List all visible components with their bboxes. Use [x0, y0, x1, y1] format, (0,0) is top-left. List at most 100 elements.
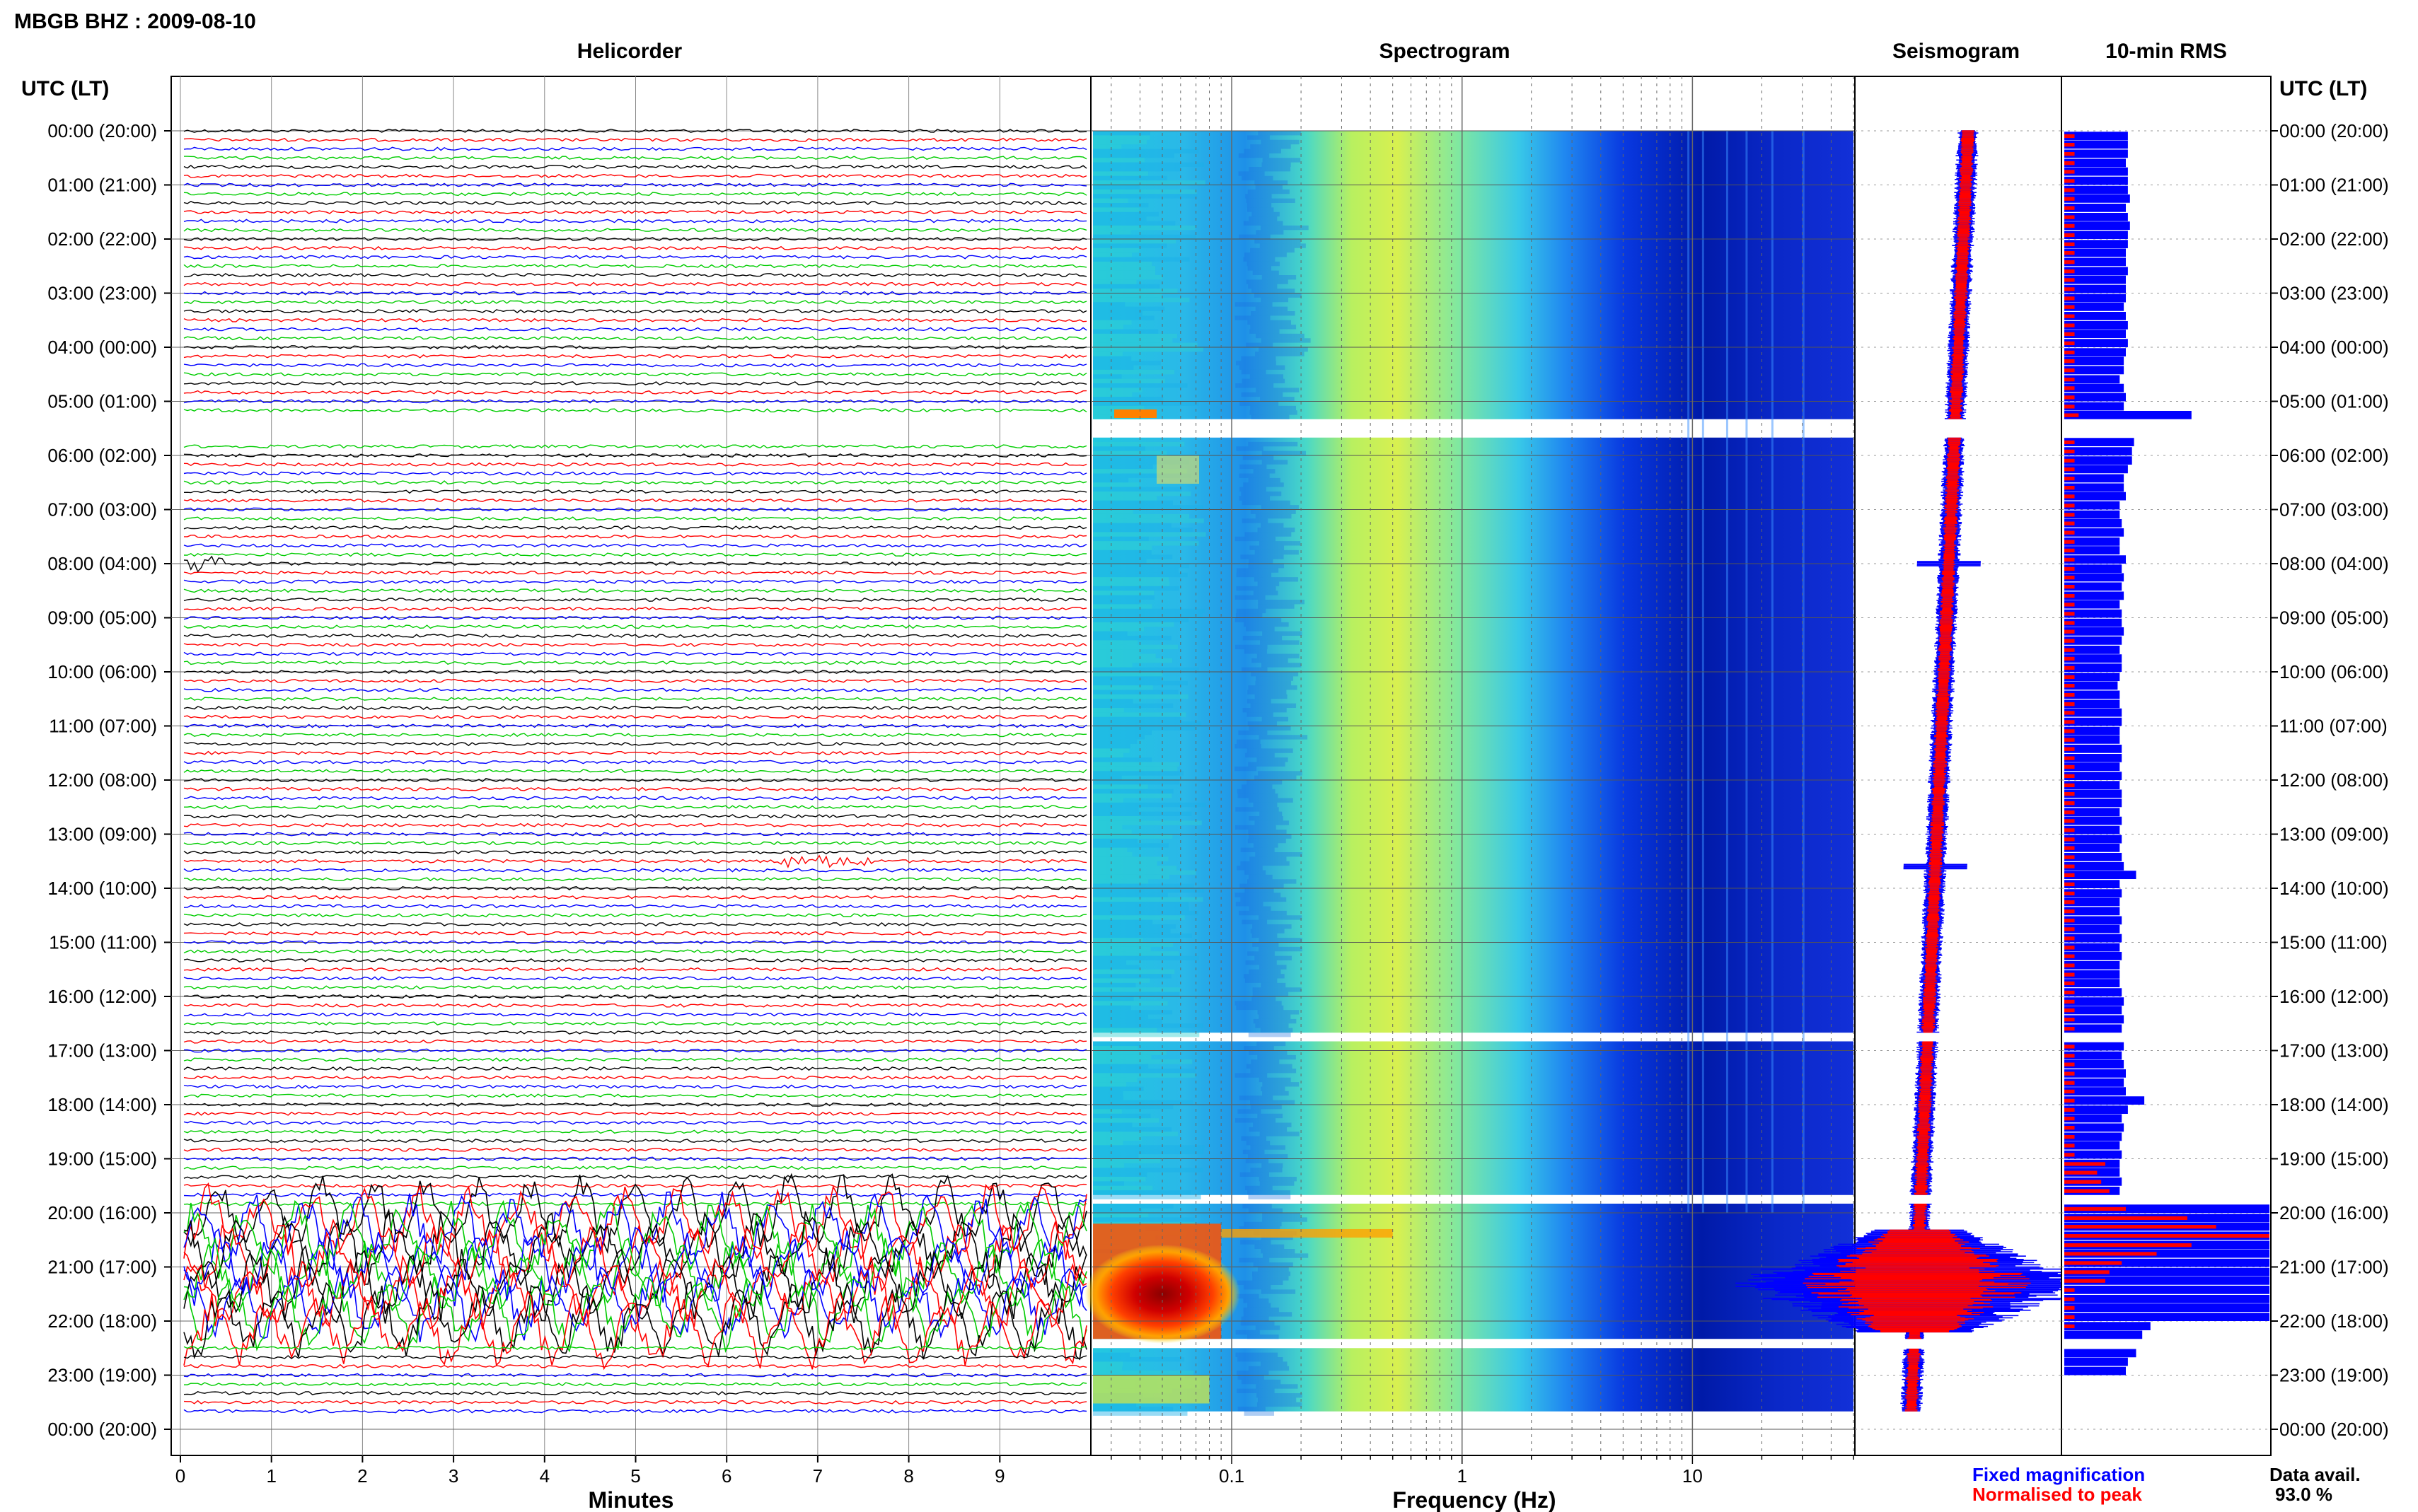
spectrogram-row	[1240, 1321, 1275, 1326]
spectrogram-row	[1093, 581, 1170, 586]
spectrogram-row	[1261, 338, 1311, 343]
helicorder-trace	[183, 543, 1087, 548]
helicorder-trace	[183, 985, 1087, 990]
rms-bar-fixed	[2064, 816, 2122, 825]
rms-bar-normalised	[2064, 440, 2075, 445]
spectrogram-row	[1240, 861, 1290, 866]
legend-fixed-magnification: Fixed magnification	[1972, 1464, 2145, 1485]
helicorder-trace	[183, 706, 1087, 711]
spectrogram-row	[1249, 545, 1285, 550]
spectrogram-row	[1246, 699, 1271, 704]
spectrogram-row	[1246, 279, 1288, 284]
spectrogram-row	[1254, 239, 1301, 244]
rms-bar-fixed	[2064, 979, 2120, 987]
spectrogram-row	[1254, 820, 1289, 825]
spectrogram-row	[1246, 207, 1274, 212]
spectrogram-row	[1093, 175, 1167, 181]
spectrogram-row	[1093, 131, 1150, 136]
rms-bar-fixed	[2064, 1087, 2126, 1095]
spectrogram-row	[1254, 577, 1299, 582]
spectrogram-row	[1246, 780, 1283, 785]
spectrogram-row	[1093, 924, 1176, 929]
spectrogram-row	[1093, 1018, 1162, 1024]
spectrogram-row	[1259, 1077, 1291, 1083]
rms-bar-fixed	[2064, 293, 2126, 303]
spectrogram-row	[1242, 518, 1268, 523]
spectrogram-row	[1235, 361, 1276, 366]
spectrogram-row	[1093, 1069, 1196, 1074]
spectrogram-row	[1093, 167, 1181, 172]
spectrogram-row	[1093, 149, 1199, 153]
helicorder-trace	[183, 1057, 1087, 1062]
spectrogram-row	[1250, 1069, 1297, 1074]
spectrogram-row	[1237, 1375, 1264, 1380]
time-tick-label: 21:00 (17:00)	[2279, 1257, 2389, 1278]
spectrogram-row	[1093, 518, 1204, 523]
spectrogram-row	[1253, 469, 1275, 474]
rms-bar-normalised	[2064, 594, 2075, 598]
spectrogram-row	[1248, 685, 1297, 690]
helicorder-trace	[183, 796, 1087, 801]
spectrogram-row	[1247, 1303, 1271, 1308]
helicorder-trace	[183, 949, 1087, 954]
helicorder-trace	[183, 669, 1087, 675]
helicorder-trace	[183, 714, 1087, 719]
rms-bar-normalised	[2064, 242, 2075, 247]
spectrogram-row	[1260, 225, 1309, 231]
spectrogram-row	[1093, 320, 1132, 325]
rms-bar-fixed	[2064, 673, 2120, 682]
rms-bar-fixed	[2064, 1258, 2269, 1267]
spectrogram-row	[1093, 189, 1197, 194]
helicorder-trace	[183, 1173, 1087, 1255]
rms-bar-fixed	[2064, 366, 2124, 375]
spectrogram-row	[1242, 919, 1268, 924]
spectrogram-row	[1093, 392, 1133, 397]
helicorder-trace	[183, 1156, 1087, 1161]
spectrogram-row	[1244, 649, 1267, 654]
rms-bar-fixed	[2064, 871, 2136, 879]
helicorder-trace	[183, 1210, 1087, 1290]
helicorder-trace	[183, 868, 1087, 873]
spectrogram-row	[1257, 1054, 1296, 1060]
spectrogram-row	[1259, 915, 1302, 920]
spectrogram-row	[1093, 545, 1152, 550]
minute-tick-label: 5	[630, 1465, 640, 1487]
rms-bar-normalised	[2064, 1045, 2075, 1049]
helicorder-trace	[183, 164, 1087, 169]
spectrogram-row	[1253, 1018, 1297, 1024]
rms-bar-fixed	[2064, 1204, 2269, 1213]
station-title: MBGB BHZ : 2009-08-10	[14, 10, 256, 33]
spectrogram-row	[1093, 1172, 1147, 1177]
rms-bar-normalised	[2064, 350, 2075, 355]
helicorder-trace	[183, 1111, 1087, 1116]
spectrogram-row	[1246, 1334, 1279, 1339]
spectrogram-row	[1246, 879, 1297, 884]
spectrogram-row	[1261, 1235, 1293, 1240]
helicorder-trace	[183, 291, 1087, 296]
spectrogram-row	[1093, 1141, 1123, 1146]
spectrogram-row	[1259, 946, 1302, 952]
time-tick-label: 12:00 (08:00)	[47, 769, 157, 791]
rms-bar-fixed	[2064, 636, 2122, 645]
spectrogram-row	[1093, 1132, 1179, 1136]
rms-bar-normalised	[2064, 223, 2075, 228]
rms-bar-fixed	[2064, 330, 2126, 338]
rms-bar-fixed	[2064, 501, 2120, 510]
rms-bar-fixed	[2064, 375, 2120, 384]
spectrogram-row	[1238, 730, 1268, 735]
spectrogram-row	[1244, 149, 1281, 153]
helicorder-trace	[183, 300, 1087, 305]
spectrogram-row	[1262, 1082, 1300, 1087]
spectrogram-row	[1093, 207, 1140, 212]
rms-bar-normalised	[2064, 323, 2075, 327]
spectrogram-row	[1255, 680, 1292, 686]
spectrogram-row	[1249, 374, 1284, 379]
spectrogram-row	[1237, 1280, 1283, 1285]
spectrogram-row	[1093, 1217, 1195, 1222]
rms-bar-fixed	[2064, 267, 2128, 276]
spectrogram-row	[1243, 1312, 1292, 1317]
rms-bar-normalised	[2064, 1027, 2075, 1031]
helicorder-trace	[184, 1382, 1087, 1387]
time-tick-label: 21:00 (17:00)	[47, 1257, 157, 1278]
helicorder-trace	[183, 327, 1087, 332]
